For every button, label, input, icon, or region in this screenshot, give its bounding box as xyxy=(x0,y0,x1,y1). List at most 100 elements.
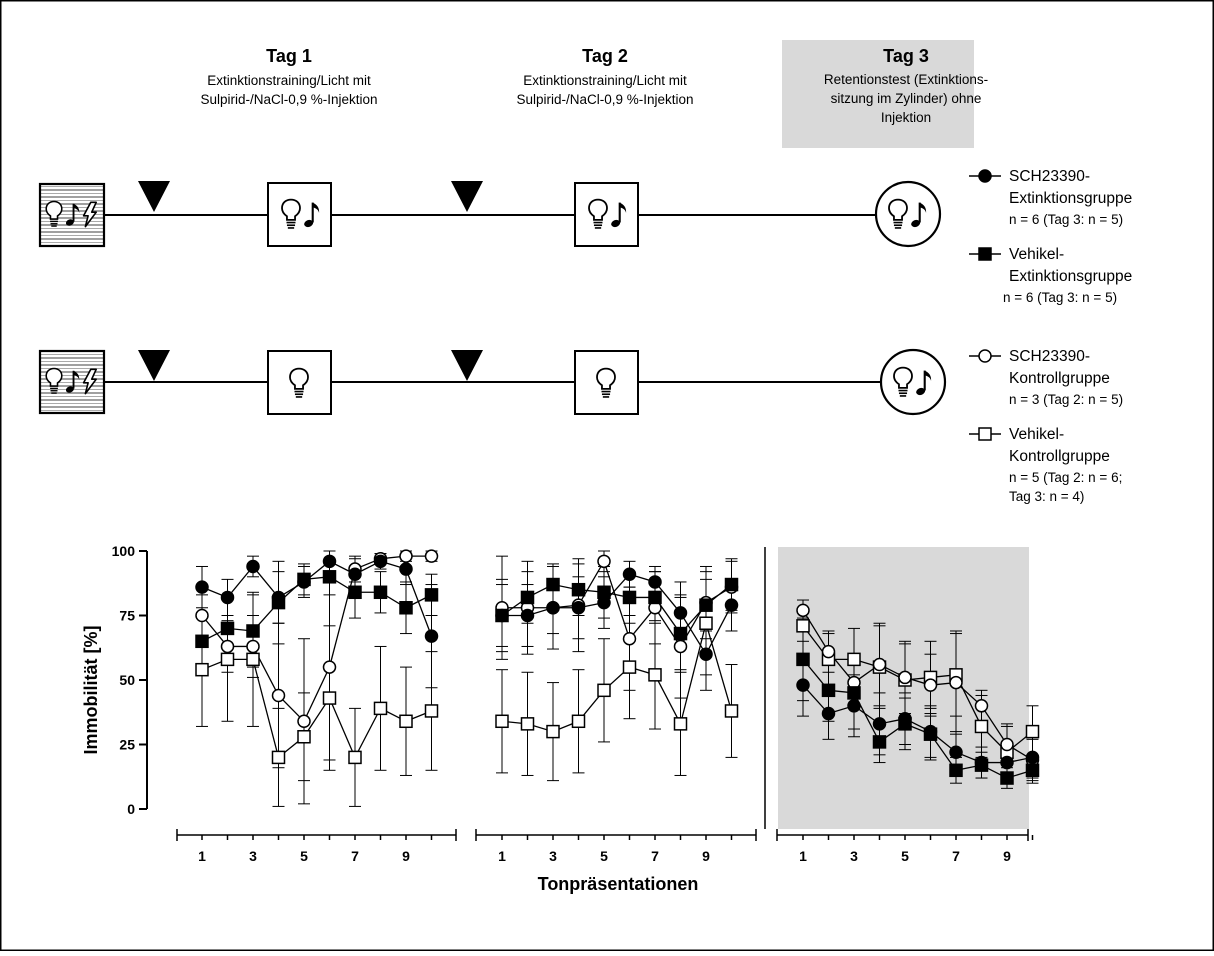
data-point xyxy=(220,590,235,605)
data-point xyxy=(898,670,912,685)
data-point xyxy=(821,706,836,721)
data-point xyxy=(1025,763,1040,778)
data-point xyxy=(597,595,611,610)
data-point xyxy=(399,714,413,729)
data-point xyxy=(520,590,535,605)
legend-label: SCH23390- xyxy=(1009,348,1090,365)
data-point xyxy=(923,678,938,692)
data-point xyxy=(949,763,963,778)
data-point xyxy=(648,668,662,682)
y-tick-label: 100 xyxy=(112,543,136,559)
data-point xyxy=(424,549,439,563)
data-point xyxy=(373,554,388,569)
data-point xyxy=(373,585,388,600)
data-point xyxy=(821,644,836,659)
light-icon xyxy=(267,350,332,415)
legend-n: n = 3 (Tag 2: n = 5) xyxy=(1009,392,1123,407)
data-point xyxy=(220,621,235,636)
x-tick-label: 1 xyxy=(799,848,807,864)
data-point xyxy=(622,590,637,605)
data-point xyxy=(1025,750,1040,765)
data-point xyxy=(1000,771,1014,785)
data-point xyxy=(597,683,611,698)
x-tick-label: 7 xyxy=(651,848,659,864)
y-tick-label: 75 xyxy=(119,608,135,624)
x-tick-label: 9 xyxy=(1003,848,1011,864)
legend-marker-filled-square xyxy=(978,247,992,261)
data-point xyxy=(597,554,611,569)
data-point xyxy=(923,724,938,739)
data-point xyxy=(872,717,887,731)
data-point xyxy=(1000,755,1014,770)
data-point xyxy=(724,577,739,592)
series-line xyxy=(201,576,432,642)
data-point xyxy=(348,567,362,581)
series-line xyxy=(802,625,1033,754)
data-point xyxy=(195,608,209,623)
data-point xyxy=(673,626,688,641)
legend-n: n = 5 (Tag 2: n = 6; xyxy=(1009,470,1122,485)
data-point xyxy=(424,629,439,643)
day3-desc-line3: Injektion xyxy=(881,110,931,125)
data-point xyxy=(796,652,810,667)
data-point xyxy=(622,660,637,674)
data-point xyxy=(724,704,739,718)
data-point xyxy=(974,699,989,713)
data-point xyxy=(673,639,688,654)
data-point xyxy=(796,678,810,692)
data-point xyxy=(348,750,362,765)
x-tick-label: 1 xyxy=(498,848,506,864)
light-tone-circle-icon xyxy=(879,348,947,416)
data-point xyxy=(399,601,413,615)
injection-triangle-icon xyxy=(451,181,483,212)
data-point xyxy=(796,619,810,633)
injection-triangle-icon xyxy=(138,350,170,381)
legend-marker-open-square xyxy=(978,427,992,441)
x-tick-label: 5 xyxy=(600,848,608,864)
data-point xyxy=(699,647,713,661)
data-point xyxy=(622,567,637,581)
data-point xyxy=(495,608,509,623)
day3-desc-line2: sitzung im Zylinder) ohne xyxy=(831,91,982,106)
tag3-header-box xyxy=(782,40,974,148)
x-tick-label: 9 xyxy=(402,848,410,864)
day2-title: Tag 2 xyxy=(582,46,628,66)
data-point xyxy=(673,606,688,620)
x-axis-title: Tonpräsentationen xyxy=(538,874,699,894)
series-line xyxy=(501,583,732,635)
series-line xyxy=(201,555,432,723)
legend-marker-filled-circle xyxy=(978,169,992,183)
data-point xyxy=(648,590,662,605)
data-point xyxy=(271,750,286,765)
legend-item-vehikel-extinction: Vehikel- Extinktionsgruppe n = 6 (Tag 3:… xyxy=(969,246,1132,305)
y-axis-title: Immobilität [%] xyxy=(81,626,101,755)
data-point xyxy=(546,577,560,592)
legend-label: SCH23390- xyxy=(1009,168,1090,185)
day1-desc-line2: Sulpirid-/NaCl-0,9 %-Injektion xyxy=(200,92,377,107)
y-tick-label: 0 xyxy=(127,801,135,817)
data-point xyxy=(949,675,963,690)
data-point xyxy=(974,719,989,734)
data-point xyxy=(546,724,560,739)
legend-item-sch-extinction: SCH23390- Extinktionsgruppe n = 6 (Tag 3… xyxy=(969,168,1132,227)
data-point xyxy=(246,624,260,638)
legend-n: Tag 3: n = 4) xyxy=(1009,489,1084,504)
tag3-plot-background xyxy=(778,547,1029,829)
legend-label: Kontrollgruppe xyxy=(1009,370,1110,387)
data-point xyxy=(546,601,560,615)
data-point xyxy=(648,575,662,589)
data-point xyxy=(220,639,235,654)
series-line xyxy=(502,559,732,648)
series-line xyxy=(201,560,433,637)
day1-header: Tag 1 Extinktionstraining/Licht mit Sulp… xyxy=(200,46,377,107)
data-point xyxy=(424,704,439,718)
data-point xyxy=(348,585,362,600)
data-point xyxy=(821,683,836,698)
data-point xyxy=(373,701,388,716)
data-point xyxy=(898,711,912,726)
data-point xyxy=(297,714,311,729)
data-point xyxy=(195,580,209,594)
legend-marker-open-circle xyxy=(978,349,992,363)
